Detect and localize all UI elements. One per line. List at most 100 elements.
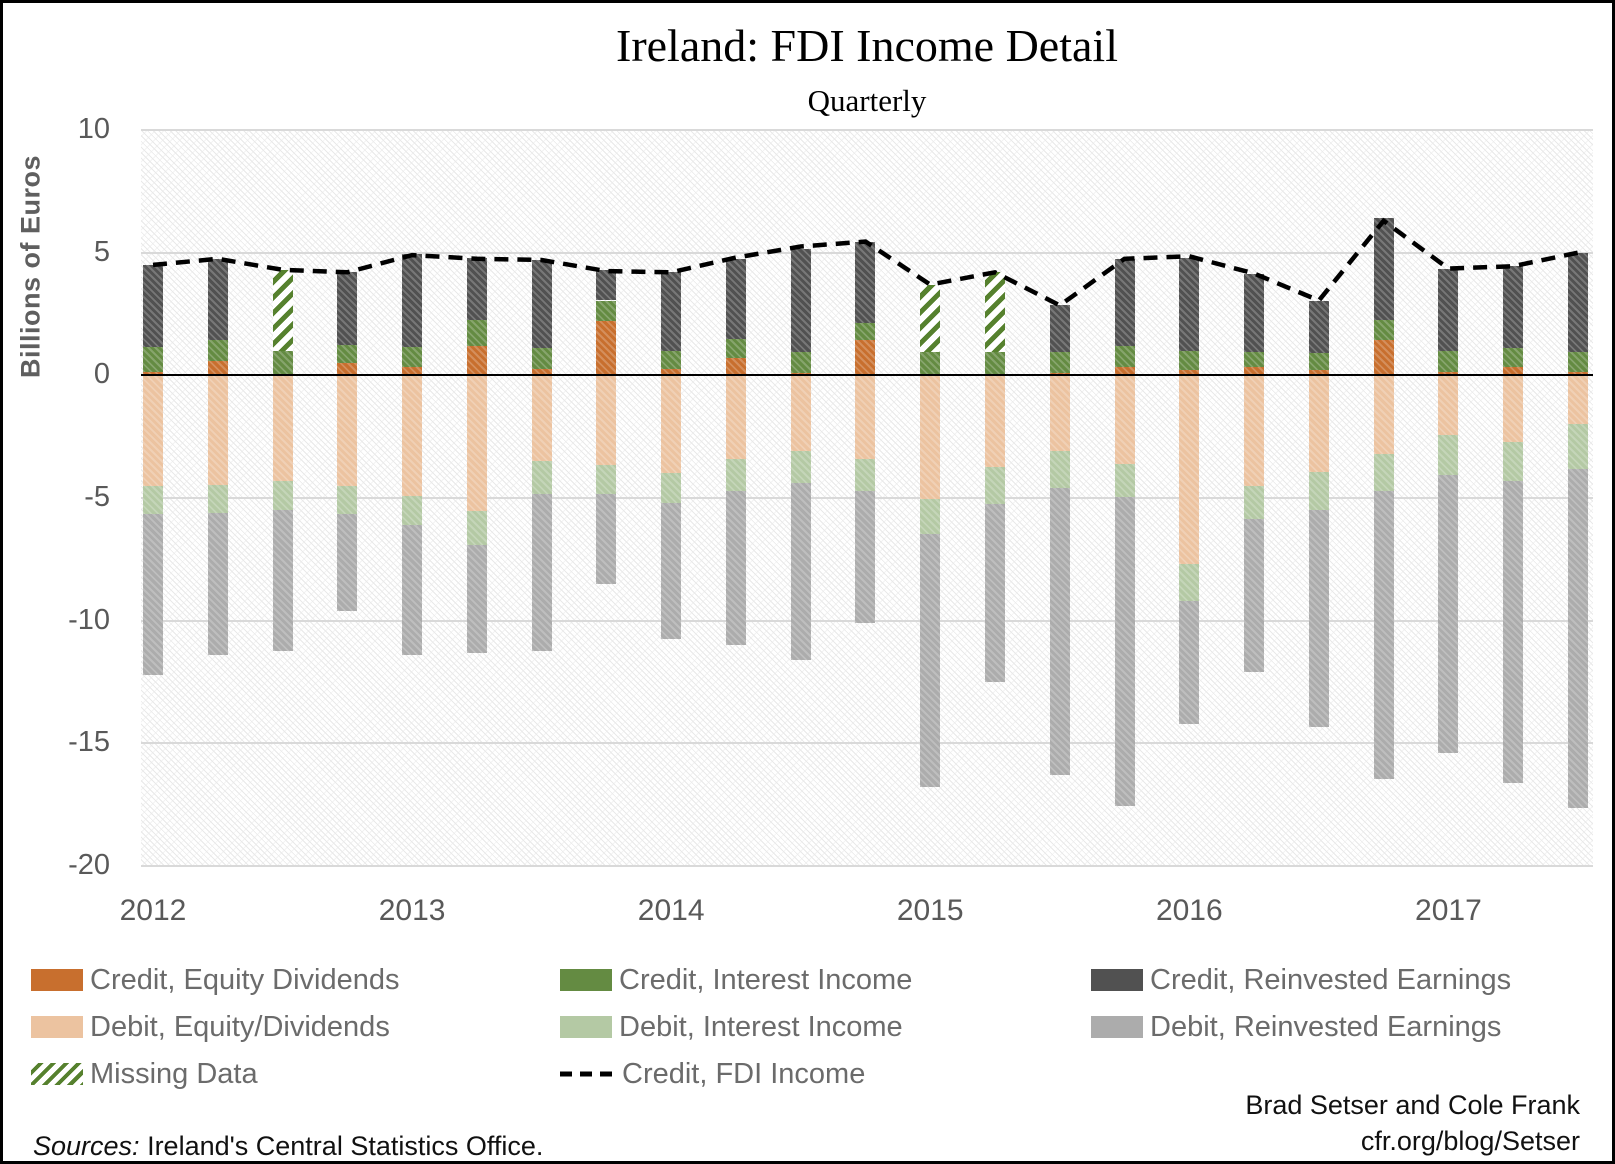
- legend-label: Credit, Equity Dividends: [90, 963, 400, 996]
- bar-segment-debit-interest: [1049, 451, 1070, 489]
- legend-label: Debit, Interest Income: [619, 1010, 903, 1043]
- bar-segment-debit-equity: [272, 375, 293, 481]
- bar-segment-credit-interest: [531, 348, 552, 370]
- legend-item-credit-reinvested-earnings: Credit, Reinvested Earnings: [1091, 964, 1511, 996]
- bar-segment-credit-interest: [402, 347, 423, 367]
- bar-segment-debit-interest: [402, 495, 423, 525]
- bar-segment-debit-interest: [1503, 441, 1524, 481]
- bar-segment-debit-interest: [466, 511, 487, 545]
- bar-segment-credit-reinvested: [1179, 257, 1200, 351]
- chart-title: Ireland: FDI Income Detail: [616, 20, 1118, 71]
- bar-segment-debit-equity: [790, 375, 811, 452]
- bar-segment-credit-interest: [1438, 350, 1459, 372]
- y-tick-label: -20: [68, 849, 110, 881]
- bar-segment-debit-reinvested: [402, 524, 423, 655]
- credit-equity-swatch: [31, 969, 83, 991]
- bar-segment-debit-reinvested: [272, 510, 293, 652]
- legend-label: Debit, Equity/Dividends: [90, 1010, 390, 1043]
- bar-segment-debit-equity: [1049, 375, 1070, 452]
- bar-segment-credit-equity: [1179, 370, 1200, 376]
- bar-segment-credit-interest: [855, 322, 876, 340]
- bar-segment-credit-reinvested: [1503, 266, 1524, 349]
- bar-segment-debit-equity: [143, 375, 163, 486]
- bar-segment-debit-interest: [337, 485, 358, 514]
- legend-item-debit-interest-income: Debit, Interest Income: [560, 1010, 903, 1043]
- y-tick-label: -10: [68, 603, 110, 636]
- debit-reinvested-swatch: [1091, 1016, 1143, 1038]
- bar-segment-debit-equity: [1179, 375, 1200, 565]
- bar-segment-credit-equity: [466, 345, 487, 376]
- bar-segment-credit-reinvested: [661, 272, 682, 351]
- bar-segment-debit-equity: [1503, 375, 1524, 442]
- y-tick-label: -15: [68, 726, 110, 759]
- credit-fdi-income-line: [152, 217, 1579, 309]
- bar-segment-debit-interest: [725, 458, 746, 491]
- bar-segment-credit-equity: [1438, 371, 1459, 376]
- x-tick-label-2014: 2014: [637, 894, 705, 927]
- bar-segment-debit-interest: [272, 480, 293, 511]
- bar-segment-credit-interest: [1179, 350, 1200, 371]
- y-tick-label: 10: [77, 113, 110, 145]
- sources-label: Sources:: [33, 1131, 140, 1161]
- bar-segment-debit-equity: [1373, 375, 1394, 454]
- legend-item-debit-reinvested-earnings: Debit, Reinvested Earnings: [1091, 1010, 1502, 1043]
- bar-segment-credit-interest: [1114, 345, 1135, 367]
- bar-segment-credit-equity: [1567, 371, 1588, 376]
- debit-interest-swatch: [560, 1016, 612, 1038]
- bar-segment-credit-interest: [1308, 353, 1329, 371]
- bar-segment-credit-reinvested: [1567, 252, 1588, 353]
- bar-segment-debit-reinvested: [531, 494, 552, 652]
- bar-segment-debit-equity: [1244, 375, 1265, 486]
- bar-segment-debit-equity: [207, 375, 228, 485]
- bar-segment-debit-reinvested: [985, 504, 1005, 682]
- bar-segment-debit-equity: [596, 375, 617, 465]
- bar-segment-credit-reinvested: [1244, 273, 1265, 353]
- bar-segment-credit-interest: [337, 344, 358, 364]
- legend-item-credit-fdi-income: Credit, FDI Income: [560, 1058, 865, 1090]
- bar-segment-debit-reinvested: [143, 513, 163, 675]
- bar-segment-debit-interest: [596, 464, 617, 495]
- bar-segment-debit-equity: [920, 375, 941, 500]
- bar-segment-credit-reinvested: [402, 253, 423, 348]
- bar-segment-debit-interest: [143, 485, 163, 514]
- y-tick-label: -5: [84, 481, 110, 513]
- legend-label: Debit, Reinvested Earnings: [1150, 1010, 1502, 1043]
- bar-segment-debit-reinvested: [1114, 496, 1135, 806]
- bar-segment-debit-interest: [531, 461, 552, 495]
- bar-segment-credit-equity: [1114, 366, 1135, 376]
- attribution-authors: Brad Setser and Cole Frank: [1245, 1090, 1580, 1120]
- bar-segment-debit-reinvested: [1308, 510, 1329, 728]
- x-tick-label-2017: 2017: [1415, 894, 1482, 927]
- bar-segment-debit-equity: [1567, 375, 1588, 425]
- bar-segment-credit-equity: [402, 366, 423, 376]
- legend-item-debit-equity-dividends: Debit, Equity/Dividends: [31, 1010, 390, 1043]
- bar-segment-credit-equity: [337, 363, 358, 376]
- bar-segment-debit-equity: [725, 375, 746, 459]
- dashed-line-swatch: [560, 1071, 618, 1077]
- bar-segment-debit-reinvested: [596, 494, 617, 584]
- legend-item-missing-data: Missing Data: [31, 1058, 258, 1090]
- bar-segment-debit-equity: [661, 375, 682, 474]
- bar-segment-credit-interest: [661, 350, 682, 370]
- bar-segment-debit-interest: [855, 458, 876, 491]
- bar-segment-credit-interest: [272, 350, 293, 376]
- bar-segment-debit-reinvested: [1503, 480, 1524, 783]
- bar-segment-missing-data: [272, 269, 293, 351]
- x-tick-label-2016: 2016: [1155, 894, 1223, 927]
- chart-subtitle: Quarterly: [807, 83, 927, 118]
- bar-segment-credit-reinvested: [1308, 300, 1329, 354]
- zero-line: [141, 374, 1593, 377]
- bar-segment-debit-equity: [1114, 375, 1135, 464]
- bar-segment-credit-interest: [1503, 348, 1524, 367]
- bar-segment-credit-equity: [1244, 366, 1265, 376]
- bar-segment-credit-interest: [920, 352, 941, 376]
- bar-segment-credit-equity: [661, 369, 682, 376]
- bar-segment-debit-interest: [1244, 485, 1265, 519]
- bar-segment-debit-reinvested: [725, 490, 746, 646]
- bar-segment-debit-equity: [337, 375, 358, 486]
- bar-segment-debit-interest: [985, 467, 1005, 505]
- bar-segment-credit-equity: [1503, 366, 1524, 376]
- bar-segment-credit-equity: [1373, 339, 1394, 376]
- sources-text: Ireland's Central Statistics Office.: [139, 1131, 544, 1161]
